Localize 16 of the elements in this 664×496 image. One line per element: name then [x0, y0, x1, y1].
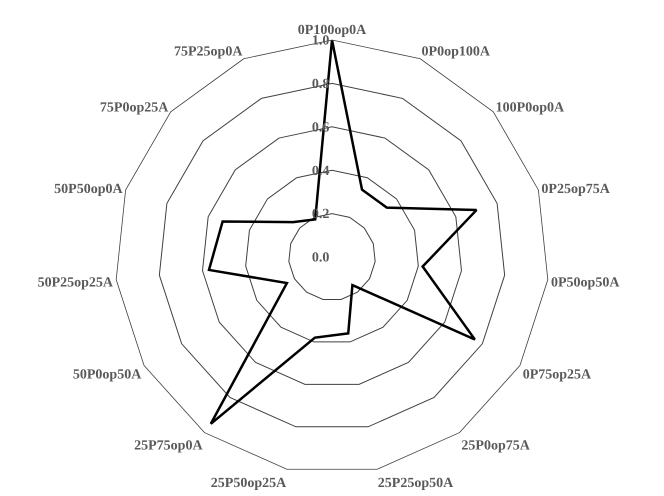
y-tick-label: 0.0	[312, 250, 330, 266]
spoke-label: 0P50op50A	[550, 275, 620, 290]
spoke-label: 25P75op0A	[134, 438, 204, 454]
spoke-label: 0P0op100A	[422, 44, 491, 60]
spoke-label: 50P50op0A	[54, 182, 124, 197]
spoke-label: 0P25op75A	[541, 182, 611, 197]
spoke-label: 50P25op25A	[38, 275, 114, 290]
spoke-label: 25P0op75A	[461, 438, 531, 454]
spoke-label: 25P25op50A	[378, 476, 454, 492]
spoke-label: 25P50op25A	[210, 476, 288, 492]
spoke-label: 75P0op25A	[100, 100, 170, 116]
spoke-label: 0P100op0A	[298, 23, 368, 38]
spoke-label: 100P0op0A	[496, 100, 565, 116]
spoke-label: 50P0op50A	[72, 367, 142, 382]
spoke-label: 0P75op25A	[522, 367, 592, 382]
spoke-label: 75P25op0A	[174, 44, 244, 60]
